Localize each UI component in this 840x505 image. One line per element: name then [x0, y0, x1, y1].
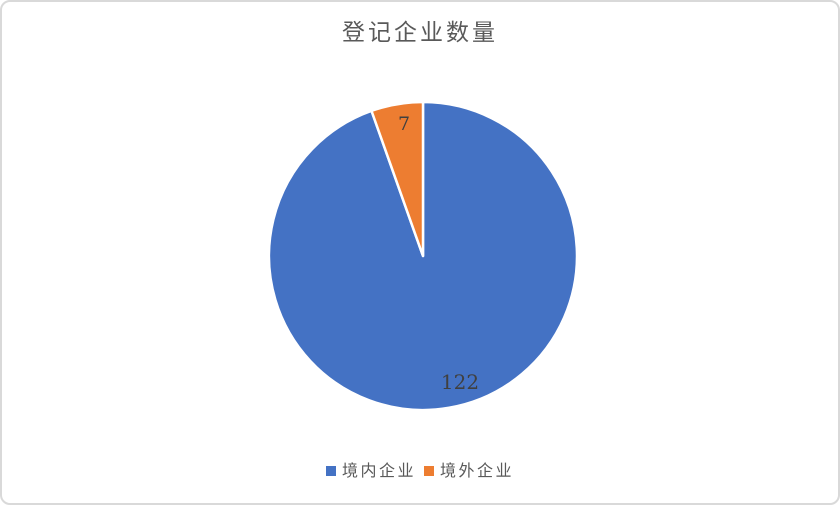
legend-item-foreign[interactable]: 境外企业 [424, 461, 514, 481]
legend-marker-square-icon [325, 466, 336, 476]
legend-label-domestic: 境内企业 [341, 461, 416, 480]
legend-marker-square-icon [424, 466, 434, 476]
pie-slice-foreign[interactable] [370, 100, 425, 258]
legend: 境内企业 境外企业 [2, 460, 838, 482]
legend-label-foreign: 境外企业 [440, 461, 515, 480]
chart-title: 登记企业数量 [342, 20, 498, 46]
legend-item-domestic[interactable]: 境内企业 [325, 461, 416, 481]
data-label-foreign: 7 [397, 113, 411, 135]
data-label-domestic: 122 [440, 370, 480, 394]
